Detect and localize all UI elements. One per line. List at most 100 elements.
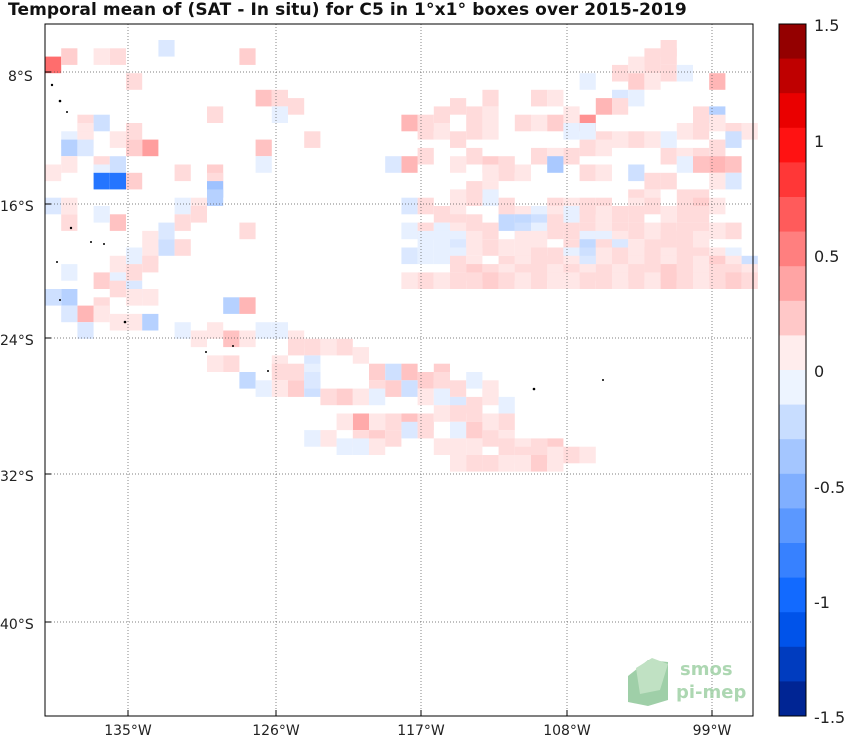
grid-cell — [45, 164, 62, 182]
grid-cell — [417, 372, 434, 389]
grid-cell — [595, 272, 612, 289]
grid-cell — [433, 388, 450, 406]
grid-cell — [612, 98, 629, 115]
grid-cell — [547, 89, 564, 107]
grid-cell — [126, 313, 143, 331]
lon-label-99w: 99°W — [693, 723, 732, 739]
grid-cell — [239, 48, 256, 65]
grid-cell — [190, 330, 207, 348]
grid-cell — [709, 114, 726, 132]
grid-cell — [676, 64, 693, 82]
grid-cell — [466, 438, 483, 455]
grid-cell — [126, 139, 143, 157]
grid-cell — [271, 106, 288, 123]
grid-cell — [628, 89, 645, 107]
logo-line2: pi-mep — [676, 682, 746, 703]
grid-cell — [514, 230, 531, 248]
lon-label-126w: 126°W — [252, 723, 300, 739]
grid-cell — [531, 114, 548, 132]
grid-cell — [531, 147, 548, 165]
colorbar-bin — [779, 127, 806, 163]
grid-cell — [693, 106, 710, 123]
grid-cell — [709, 156, 726, 173]
grid-cell — [336, 413, 353, 431]
grid-cell — [61, 305, 78, 323]
grid-cell — [676, 189, 693, 206]
grid-cell — [369, 438, 386, 455]
grid-cell — [450, 421, 467, 439]
grid-cell — [385, 156, 402, 173]
colorbar-tick-neg1: -1 — [814, 593, 830, 612]
grid-cell — [158, 239, 175, 256]
grid-cell — [466, 405, 483, 422]
grid-cell — [417, 197, 434, 215]
grid-cell — [660, 64, 677, 82]
grid-cell — [482, 106, 499, 123]
grid-cell — [433, 123, 450, 140]
grid-cell — [207, 106, 224, 123]
grid-cell — [563, 147, 580, 165]
grid-cell — [401, 272, 418, 289]
grid-cell — [126, 289, 143, 306]
grid-cell — [61, 156, 78, 173]
lon-label-135w: 135°W — [104, 723, 152, 739]
grid-cell — [142, 313, 159, 331]
grid-cell — [579, 139, 596, 157]
grid-cell — [45, 289, 62, 306]
grid-cell — [498, 272, 515, 289]
grid-cell — [709, 73, 726, 90]
grid-cell — [433, 372, 450, 389]
grid-cell — [255, 380, 272, 397]
grid-cell — [320, 430, 337, 447]
lat-label-24s: 24°S — [0, 333, 34, 349]
grid-cell — [93, 206, 110, 223]
grid-cell — [628, 56, 645, 74]
lat-label-8s: 8°S — [8, 69, 33, 85]
grid-cell — [417, 147, 434, 165]
colorbar-tick-neg1.5: -1.5 — [814, 708, 845, 727]
logo-line1: smos — [680, 659, 733, 680]
grid-cell — [450, 405, 467, 422]
grid-cell — [466, 239, 483, 256]
grid-cell — [579, 272, 596, 289]
grid-cell — [255, 322, 272, 339]
grid-cell — [352, 413, 369, 431]
grid-cell — [417, 247, 434, 265]
grid-cell — [466, 106, 483, 123]
grid-cell — [126, 264, 143, 281]
grid-cell — [109, 214, 126, 231]
colorbar — [779, 24, 806, 717]
grid-cell — [401, 363, 418, 381]
grid-cell — [142, 289, 159, 306]
grid-cell — [126, 247, 143, 265]
grid-cell — [109, 172, 126, 190]
grid-cell — [255, 89, 272, 107]
grid-cell — [126, 172, 143, 190]
grid-cell — [223, 297, 240, 314]
grid-cell — [563, 106, 580, 123]
grid-cell — [450, 380, 467, 397]
grid-cell — [644, 73, 661, 90]
grid-cell — [109, 131, 126, 148]
grid-cell — [61, 289, 78, 306]
colorbar-tick-0.5: 0.5 — [814, 247, 839, 266]
grid-cell — [126, 73, 143, 90]
grid-cell — [401, 114, 418, 132]
grid-cell — [93, 172, 110, 190]
colorbar-tick-1.5: 1.5 — [814, 16, 839, 35]
grid-cell — [725, 172, 742, 190]
colorbar-bin — [779, 404, 806, 440]
grid-cell — [725, 156, 742, 173]
grid-cell — [450, 98, 467, 115]
grid-cell — [320, 338, 337, 356]
grid-cell — [482, 164, 499, 182]
grid-cell — [676, 272, 693, 289]
grid-cell — [563, 123, 580, 140]
grid-cell — [612, 131, 629, 148]
grid-cell — [466, 272, 483, 289]
grid-cell — [644, 272, 661, 289]
grid-cell — [61, 264, 78, 281]
grid-cell — [401, 380, 418, 397]
grid-cell — [288, 98, 305, 115]
